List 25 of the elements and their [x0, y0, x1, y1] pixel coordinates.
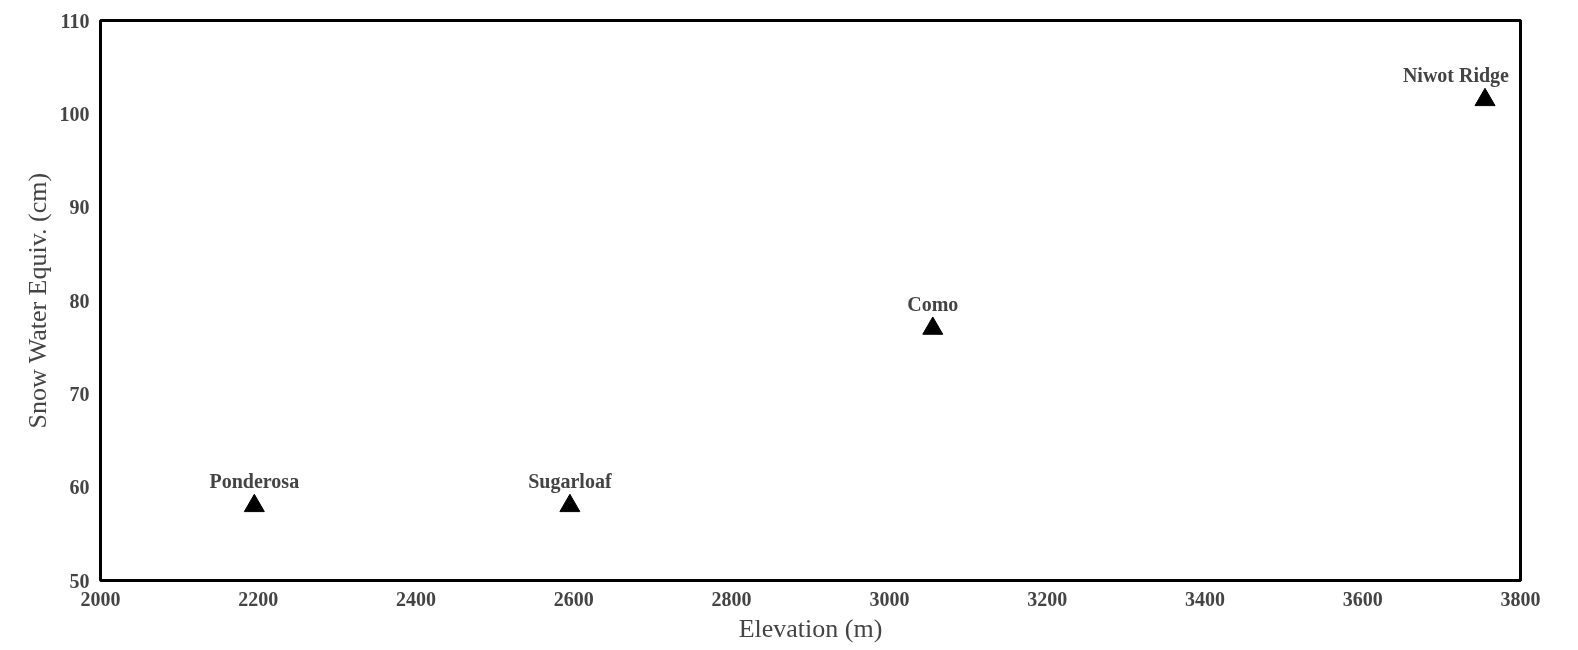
y-tick-label: 90: [69, 196, 90, 219]
y-tick-label: 110: [60, 9, 90, 32]
x-tick-label: 3600: [1342, 587, 1383, 610]
y-axis-title: Snow Water Equiv. (cm): [22, 172, 52, 429]
y-tick-label: 70: [69, 382, 90, 405]
annotation: Como: [907, 292, 959, 315]
x-tick-label: 3400: [1184, 587, 1225, 610]
y-tick-label: 80: [69, 289, 90, 312]
x-tick-label: 2600: [553, 587, 594, 610]
annotation: Ponderosa: [209, 469, 300, 492]
x-tick-label: 2800: [711, 587, 752, 610]
x-tick-label: 3800: [1500, 587, 1541, 610]
x-tick-label: 2400: [396, 587, 437, 610]
point: [922, 316, 944, 335]
y-tick-label: 100: [59, 102, 90, 125]
annotation: Niwot Ridge: [1402, 63, 1510, 87]
x-tick-label: 2200: [238, 587, 279, 610]
x-tick-label: 3000: [869, 587, 910, 610]
y-tick-label: 60: [69, 476, 90, 499]
point: [559, 493, 581, 513]
x-tick-label: 3200: [1027, 587, 1068, 610]
x-axis-title: Elevation (m): [738, 613, 883, 643]
point: [1474, 87, 1496, 107]
point: [243, 493, 265, 513]
annotation: Sugarloaf: [528, 469, 612, 493]
